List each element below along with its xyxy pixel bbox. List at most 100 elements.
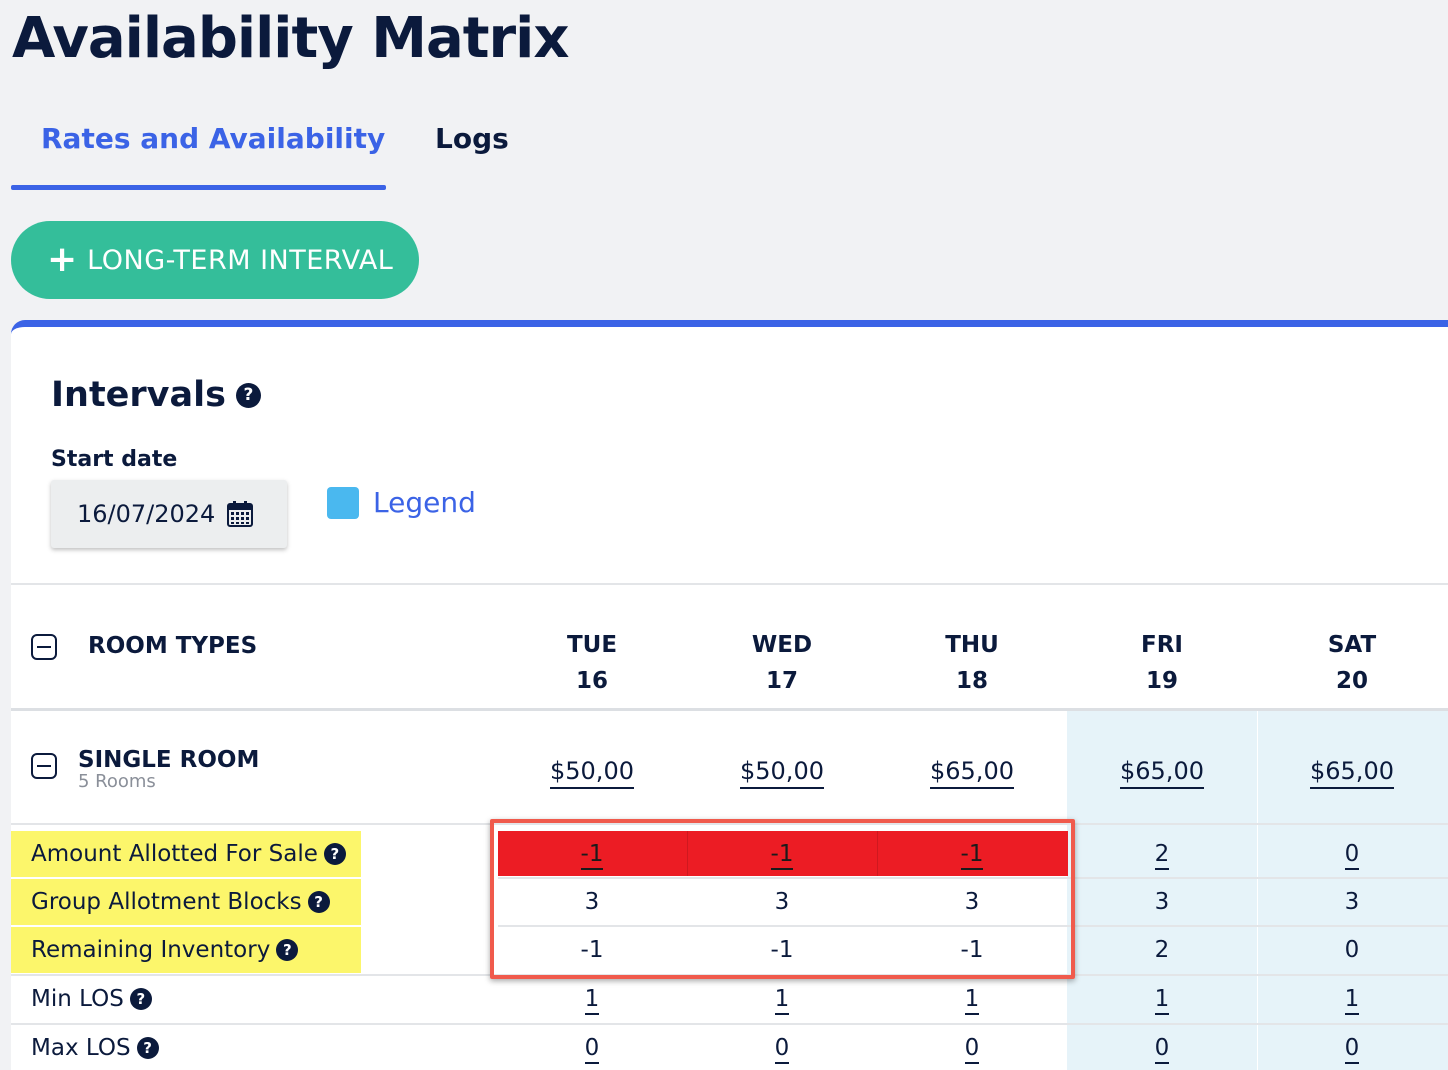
long-term-interval-label: LONG-TERM INTERVAL xyxy=(87,244,394,276)
start-date-label: Start date xyxy=(51,447,178,472)
tab-logs[interactable]: Logs xyxy=(435,122,509,155)
row-divider xyxy=(11,1023,1448,1025)
allotment-cell[interactable]: 0 xyxy=(1292,831,1412,877)
start-date-input[interactable]: 16/07/2024 xyxy=(51,480,287,548)
day-number: 19 xyxy=(1145,668,1178,694)
room-types-header: ROOM TYPES xyxy=(88,633,258,659)
day-header-thu: THU 18 xyxy=(912,627,1032,699)
day-header-sat: SAT 20 xyxy=(1292,627,1412,699)
price-value[interactable]: $50,00 xyxy=(740,757,824,789)
row-divider xyxy=(498,925,1448,927)
day-header-fri: FRI 19 xyxy=(1102,627,1222,699)
label-highlight xyxy=(11,831,361,877)
allotment-value[interactable]: -1 xyxy=(960,841,984,870)
plus-icon: + xyxy=(47,239,78,280)
allotment-value[interactable]: -1 xyxy=(580,841,604,870)
max-los-cell[interactable]: 0 xyxy=(532,1025,652,1070)
negative-allotment-alert xyxy=(498,831,1068,876)
group-block-cell: 3 xyxy=(1154,889,1170,915)
legend-label: Legend xyxy=(373,486,476,519)
allotment-value[interactable]: 0 xyxy=(1344,841,1360,870)
max-los-value[interactable]: 0 xyxy=(584,1035,600,1064)
allotment-value[interactable]: 2 xyxy=(1154,841,1170,870)
legend-toggle[interactable]: Legend xyxy=(327,486,476,519)
min-los-cell[interactable]: 1 xyxy=(722,976,842,1022)
allotment-cell[interactable]: 2 xyxy=(1102,831,1222,877)
remaining-inventory-cell: 0 xyxy=(1344,937,1360,963)
intervals-title: Intervals xyxy=(51,375,226,415)
day-of-week: FRI xyxy=(1141,632,1183,658)
min-los-value[interactable]: 1 xyxy=(964,986,980,1015)
price-cell[interactable]: $65,00 xyxy=(912,757,1032,789)
collapse-room-icon[interactable] xyxy=(31,753,57,779)
row-label-amount-allotted: Amount Allotted For Sale ? xyxy=(31,831,346,877)
max-los-cell[interactable]: 0 xyxy=(1292,1025,1412,1070)
min-los-cell[interactable]: 1 xyxy=(532,976,652,1022)
min-los-cell[interactable]: 1 xyxy=(1102,976,1222,1022)
tab-rates-and-availability[interactable]: Rates and Availability xyxy=(41,122,386,155)
day-of-week: TUE xyxy=(566,632,618,658)
max-los-cell[interactable]: 0 xyxy=(722,1025,842,1070)
day-number: 16 xyxy=(575,668,608,694)
row-divider xyxy=(498,877,1448,879)
allotment-cell[interactable]: -1 xyxy=(722,831,842,877)
max-los-value[interactable]: 0 xyxy=(1344,1035,1360,1064)
max-los-value[interactable]: 0 xyxy=(1154,1035,1170,1064)
price-cell[interactable]: $65,00 xyxy=(1292,757,1412,789)
group-block-cell: 3 xyxy=(584,889,600,915)
cell-divider xyxy=(877,831,878,876)
price-value[interactable]: $65,00 xyxy=(1310,757,1394,789)
day-of-week: SAT xyxy=(1327,632,1377,658)
max-los-cell[interactable]: 0 xyxy=(912,1025,1032,1070)
day-number: 20 xyxy=(1335,668,1368,694)
intervals-heading: Intervals ? xyxy=(51,375,261,415)
min-los-value[interactable]: 1 xyxy=(1154,986,1170,1015)
price-cell[interactable]: $50,00 xyxy=(532,757,652,789)
allotment-cell[interactable]: -1 xyxy=(532,831,652,877)
weekend-column-bg xyxy=(1067,711,1257,1070)
row-label-text: Remaining Inventory xyxy=(31,937,271,963)
question-circle-icon[interactable]: ? xyxy=(323,843,346,865)
max-los-value[interactable]: 0 xyxy=(964,1035,980,1064)
question-circle-icon[interactable]: ? xyxy=(136,1037,159,1059)
long-term-interval-button[interactable]: + LONG-TERM INTERVAL xyxy=(11,221,419,299)
question-circle-icon[interactable]: ? xyxy=(276,939,299,961)
question-circle-icon[interactable]: ? xyxy=(235,382,261,408)
row-label-group-allotment: Group Allotment Blocks ? xyxy=(31,879,330,925)
min-los-cell[interactable]: 1 xyxy=(912,976,1032,1022)
room-count: 5 Rooms xyxy=(78,771,156,792)
weekend-column-bg xyxy=(1258,711,1448,1070)
tab-bar: Rates and Availability Logs xyxy=(11,122,611,192)
label-highlight xyxy=(11,879,361,925)
max-los-cell[interactable]: 0 xyxy=(1102,1025,1222,1070)
row-label-min-los: Min LOS ? xyxy=(31,976,152,1022)
price-value[interactable]: $65,00 xyxy=(1120,757,1204,789)
min-los-cell[interactable]: 1 xyxy=(1292,976,1412,1022)
allotment-value[interactable]: -1 xyxy=(770,841,794,870)
row-label-text: Max LOS xyxy=(31,1035,131,1061)
min-los-value[interactable]: 1 xyxy=(1344,986,1360,1015)
price-value[interactable]: $50,00 xyxy=(550,757,634,789)
day-header-wed: WED 17 xyxy=(722,627,842,699)
price-value[interactable]: $65,00 xyxy=(930,757,1014,789)
day-of-week: THU xyxy=(945,632,999,658)
allotment-cell[interactable]: -1 xyxy=(912,831,1032,877)
price-cell[interactable]: $50,00 xyxy=(722,757,842,789)
active-tab-indicator xyxy=(11,185,386,190)
row-label-text: Amount Allotted For Sale xyxy=(31,841,318,867)
label-highlight xyxy=(11,927,361,973)
calendar-icon[interactable] xyxy=(225,499,255,529)
collapse-all-icon[interactable] xyxy=(31,634,57,660)
price-cell[interactable]: $65,00 xyxy=(1102,757,1222,789)
min-los-value[interactable]: 1 xyxy=(584,986,600,1015)
intervals-card: Intervals ? Start date 16/07/2024 Legend… xyxy=(11,320,1448,1070)
min-los-value[interactable]: 1 xyxy=(774,986,790,1015)
room-type-name: SINGLE ROOM xyxy=(78,747,260,773)
day-number: 17 xyxy=(765,668,798,694)
header-divider xyxy=(11,708,1448,711)
question-circle-icon[interactable]: ? xyxy=(307,891,330,913)
remaining-inventory-cell: -1 xyxy=(960,937,984,963)
question-circle-icon[interactable]: ? xyxy=(129,988,152,1010)
max-los-value[interactable]: 0 xyxy=(774,1035,790,1064)
day-number: 18 xyxy=(955,668,988,694)
